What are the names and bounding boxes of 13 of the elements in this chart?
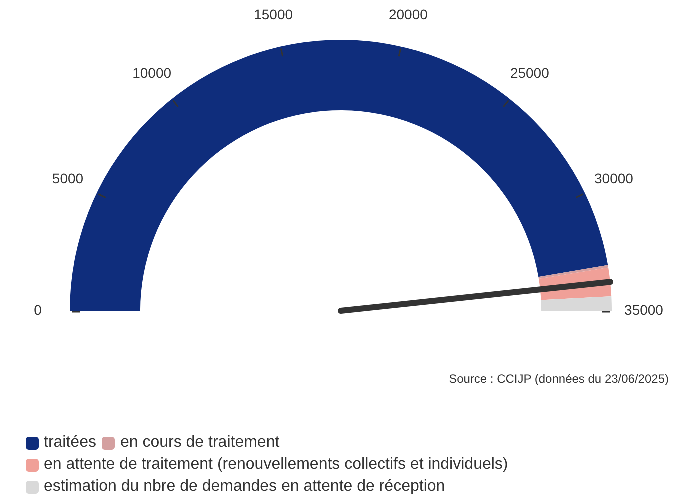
text: 10000 xyxy=(132,64,172,81)
text: 25000 xyxy=(510,64,550,81)
legend-label: estimation du nbre de demandes en attente de réception xyxy=(44,477,446,497)
text: 30000 xyxy=(594,170,634,186)
text: 15000 xyxy=(254,6,294,22)
legend-label: en attente de traitement (renouvellements collectifs et individuels) xyxy=(44,455,508,475)
legend-label: en cours de traitement xyxy=(120,433,280,453)
text: 35000 xyxy=(624,302,664,318)
text: 0 xyxy=(34,302,42,318)
text: 5000 xyxy=(52,170,84,186)
legend-label: traitées xyxy=(44,433,96,453)
text: 20000 xyxy=(388,6,428,22)
source-note: Source : CCIJP (données du 23/06/2025) xyxy=(449,372,669,386)
